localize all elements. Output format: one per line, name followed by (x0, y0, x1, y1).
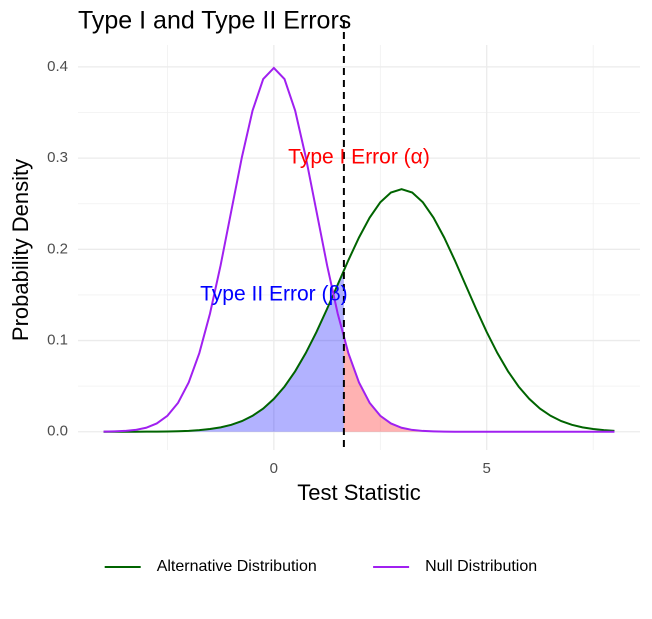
y-tick-label: 0.3 (47, 149, 68, 166)
y-tick-label: 0.4 (47, 58, 68, 75)
error-area (103, 270, 344, 432)
annotation: Type II Error (β) (200, 282, 347, 305)
legend-label: Null Distribution (425, 558, 537, 575)
error-area (343, 336, 615, 432)
y-tick-label: 0.1 (47, 332, 68, 349)
y-tick-label: 0.2 (47, 240, 68, 257)
y-tick-label: 0.0 (47, 423, 68, 440)
x-tick-label: 5 (483, 460, 491, 477)
x-axis-title: Test Statistic (297, 480, 420, 505)
density-line (103, 66, 615, 433)
legend-label: Alternative Distribution (157, 558, 317, 575)
y-axis-title: Probability Density (8, 159, 33, 341)
chart-title: Type I and Type II Errors (78, 7, 351, 35)
annotation: Type I Error (α) (288, 146, 430, 169)
x-tick-label: 0 (270, 460, 278, 477)
density-line (103, 188, 615, 433)
